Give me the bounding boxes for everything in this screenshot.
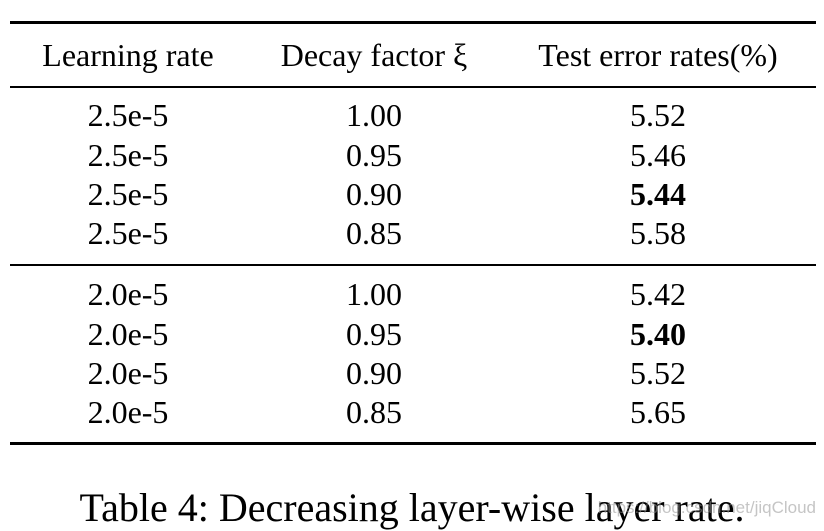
table-cell: 5.42 xyxy=(630,276,686,312)
table-cell: 5.44 xyxy=(630,176,686,212)
table-cell: 0.85 xyxy=(346,394,402,430)
group-rule xyxy=(10,264,816,266)
top-rule xyxy=(10,21,816,24)
table-cell: 1.00 xyxy=(346,97,402,133)
header-cell: Decay factor ξ xyxy=(280,37,468,73)
table-cell: 2.0e-5 xyxy=(87,316,169,352)
table-cell: 0.95 xyxy=(346,316,402,352)
table-cell: 2.5e-5 xyxy=(87,176,169,212)
bottom-rule xyxy=(10,442,816,445)
table-cell: 1.00 xyxy=(346,276,402,312)
table-cell: 2.5e-5 xyxy=(87,97,169,133)
table-cell: 0.90 xyxy=(346,176,402,212)
table-cell: 2.0e-5 xyxy=(87,276,169,312)
table-cell: 5.46 xyxy=(630,137,686,173)
table-cell: 0.95 xyxy=(346,137,402,173)
header-cell: Test error rates(%) xyxy=(538,37,778,73)
table-cell: 0.85 xyxy=(346,215,402,251)
table-cell: 2.0e-5 xyxy=(87,355,169,391)
table-cell: 5.65 xyxy=(630,394,686,430)
table-cell: 2.5e-5 xyxy=(87,215,169,251)
table-cell: 5.40 xyxy=(630,316,686,352)
header-cell: Learning rate xyxy=(42,37,214,73)
watermark: https://blog.csdn.net/jiqCloud xyxy=(597,498,816,517)
table-cell: 5.58 xyxy=(630,215,686,251)
table-cell: 0.90 xyxy=(346,355,402,391)
table-cell: 5.52 xyxy=(630,97,686,133)
caption: Table 4: Decreasing layer-wise layer rat… xyxy=(79,485,745,530)
table-cell: 5.52 xyxy=(630,355,686,391)
header-rule xyxy=(10,86,816,88)
table-cell: 2.5e-5 xyxy=(87,137,169,173)
table-cell: 2.0e-5 xyxy=(87,394,169,430)
